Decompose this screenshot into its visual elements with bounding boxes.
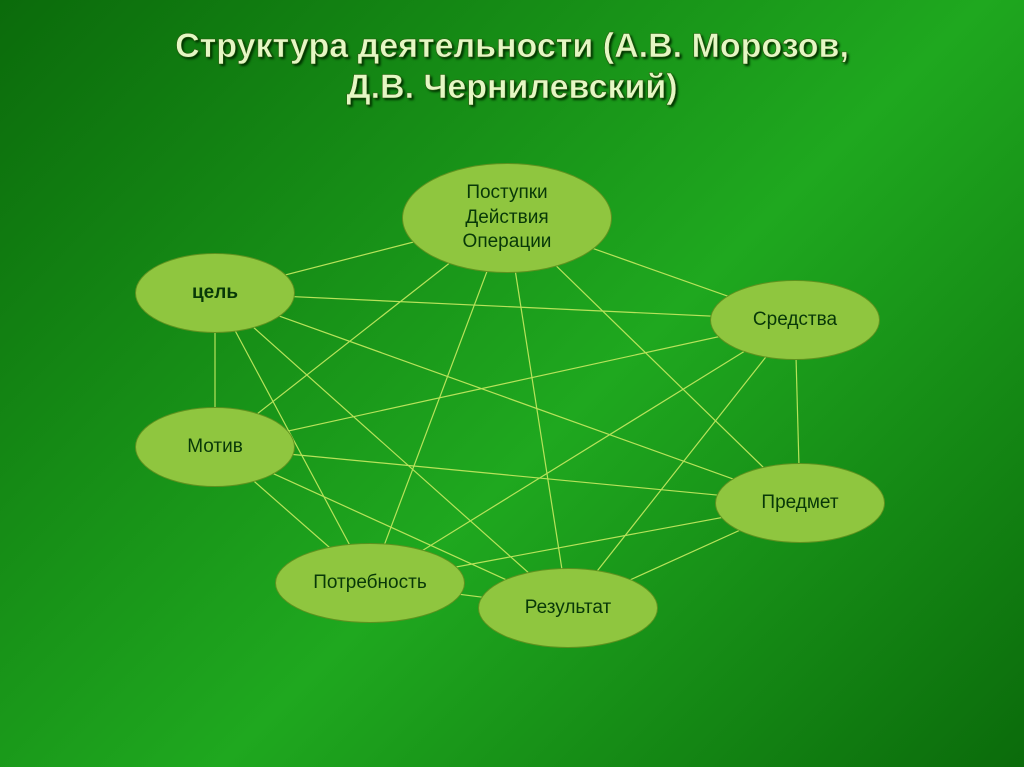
node-motiv: Мотив bbox=[135, 407, 295, 487]
node-potrebnost: Потребность bbox=[275, 543, 465, 623]
node-postupki: Поступки Действия Операции bbox=[402, 163, 612, 273]
node-cel: цель bbox=[135, 253, 295, 333]
slide: Структура деятельности (А.В. Морозов, Д.… bbox=[0, 0, 1024, 767]
node-rezultat: Результат bbox=[478, 568, 658, 648]
node-sredstva: Средства bbox=[710, 280, 880, 360]
network-diagram: Поступки Действия Операции цель Средства Мо… bbox=[0, 0, 1024, 767]
node-predmet: Предмет bbox=[715, 463, 885, 543]
